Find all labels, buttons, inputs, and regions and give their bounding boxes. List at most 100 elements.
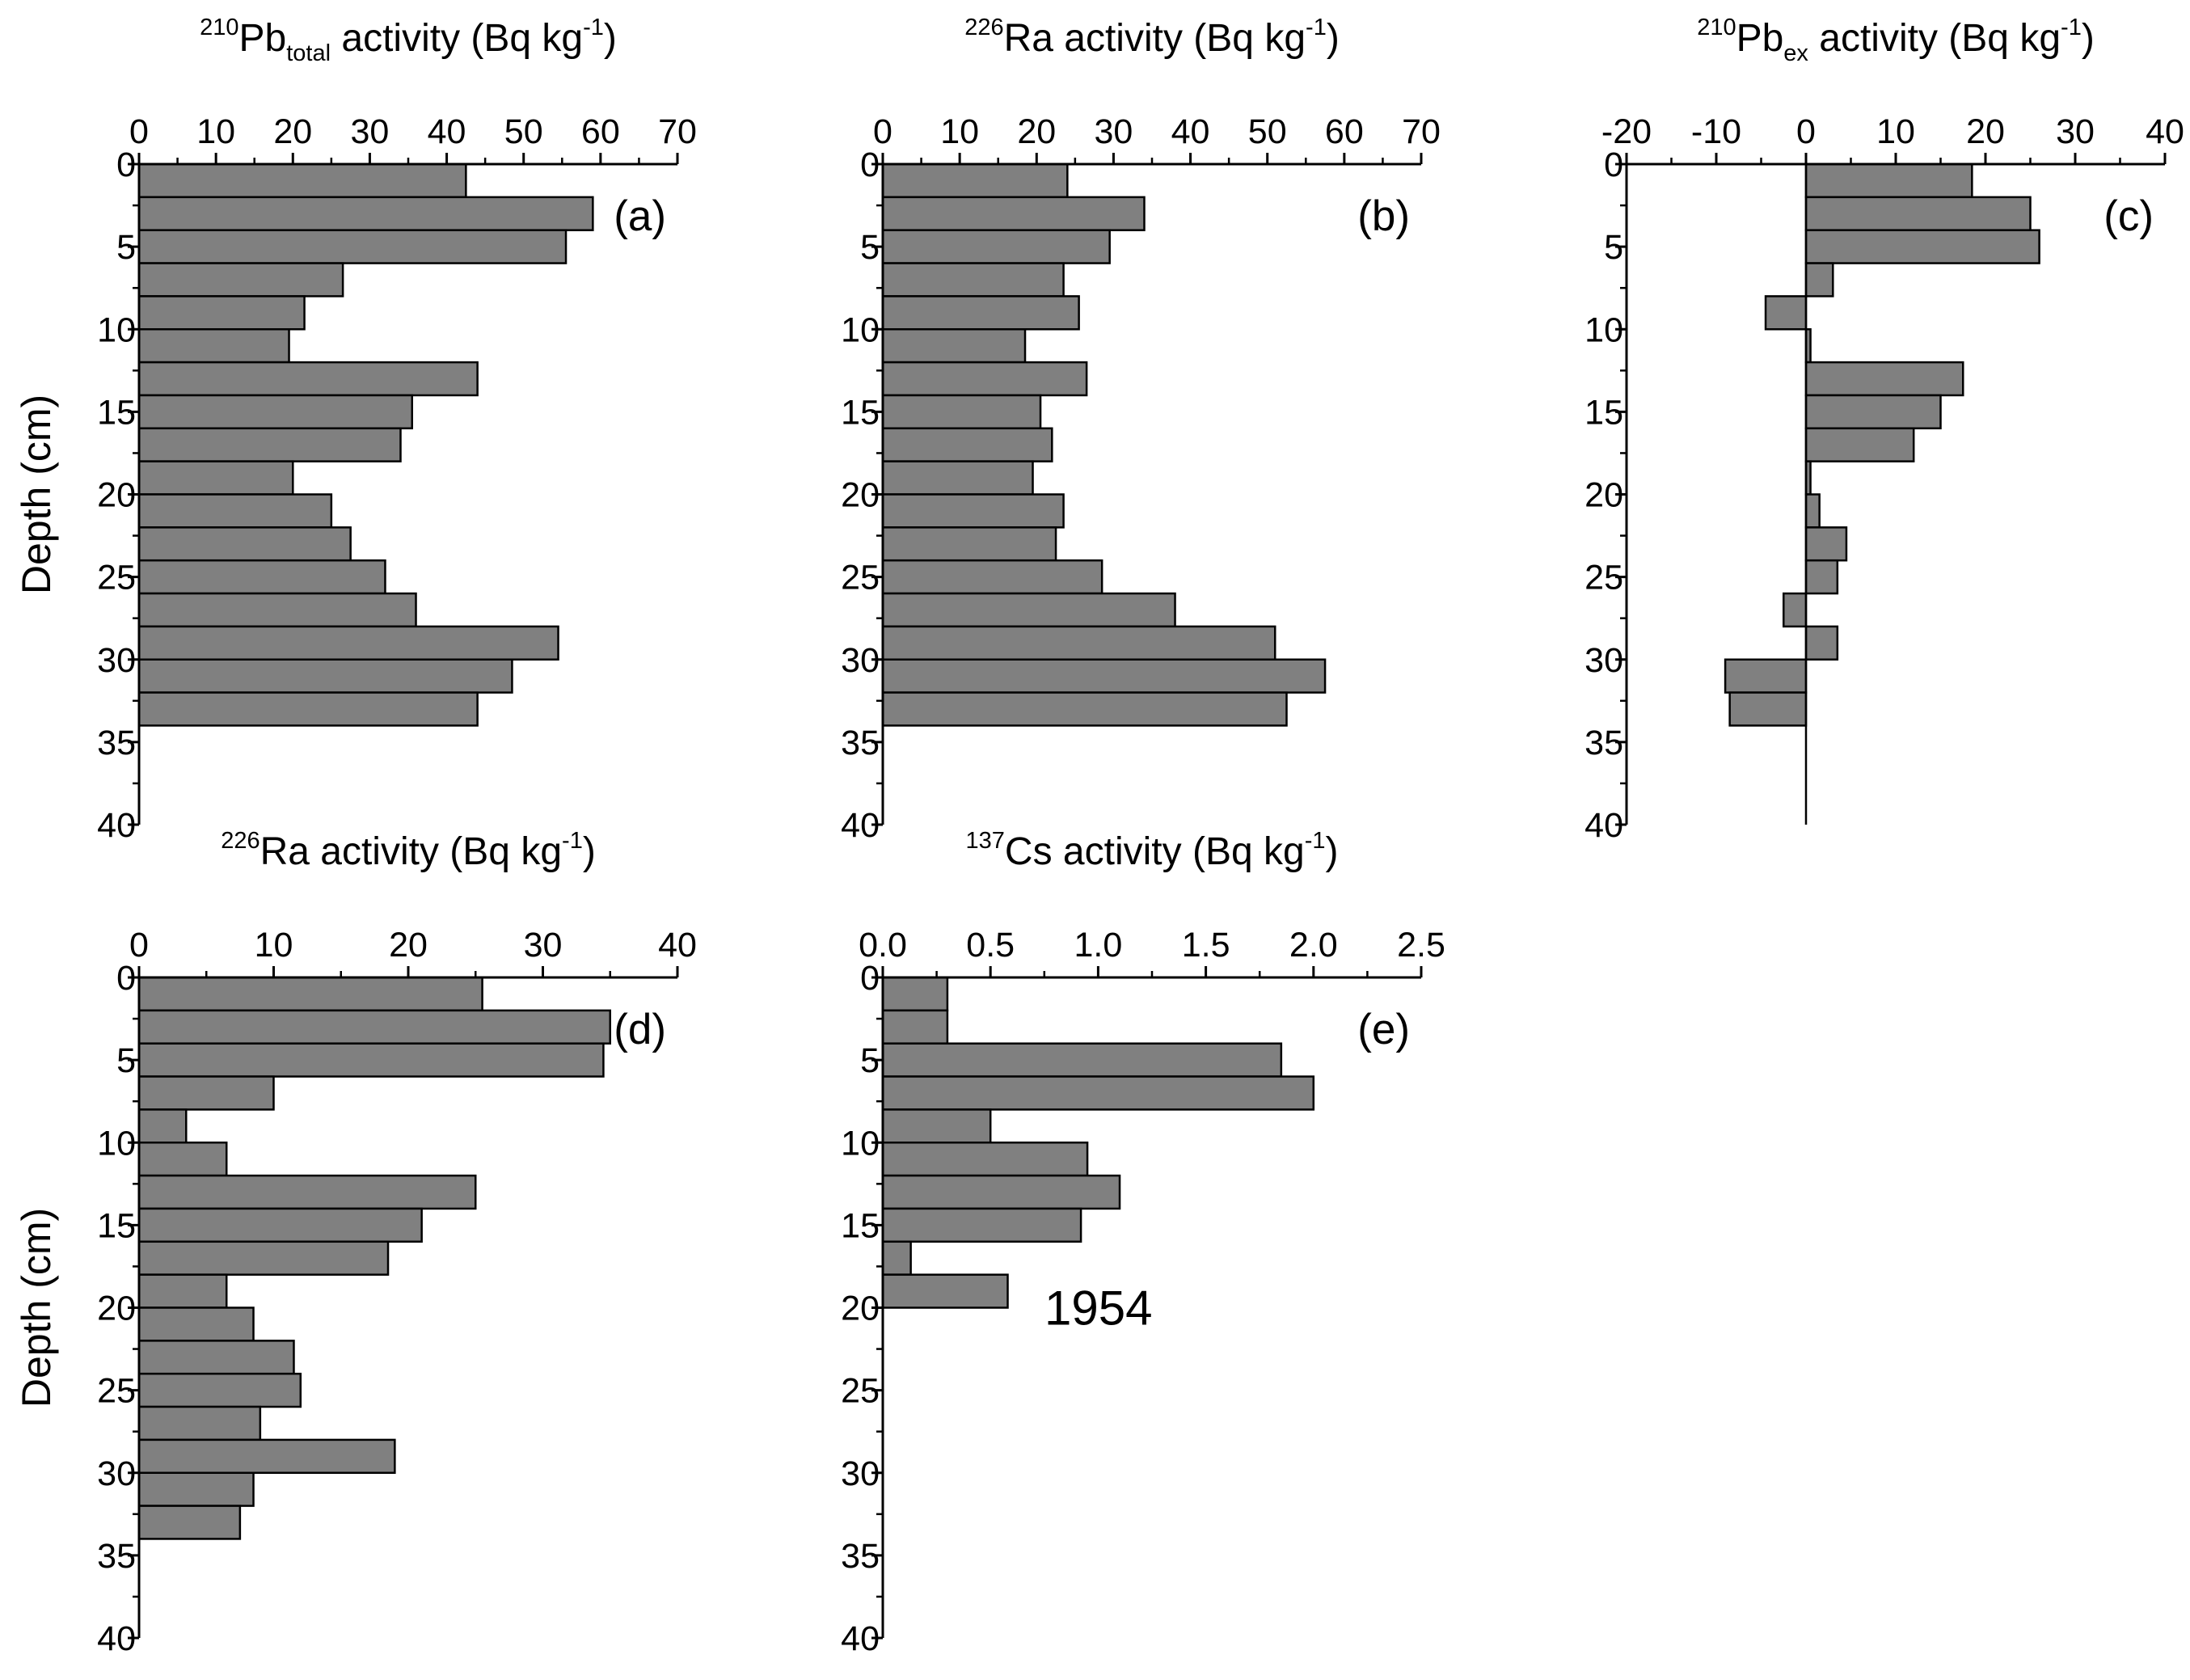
bar (137, 526, 352, 562)
y-tick-label: 5 (860, 228, 880, 267)
x-axis-title: 226Ra activity (Bq kg-1) (964, 15, 1340, 60)
y-tick-label: 15 (97, 1206, 136, 1245)
bar (137, 592, 417, 628)
bar (881, 526, 1057, 562)
x-tick-label: 0 (873, 112, 892, 151)
bar (1804, 493, 1821, 529)
x-tick-label: 40 (428, 112, 466, 151)
x-tick-label: 60 (581, 112, 620, 151)
bar (137, 394, 414, 430)
bar (1804, 229, 2040, 264)
bar (881, 1273, 1009, 1309)
x-tick-label: 40 (658, 926, 697, 965)
x-tick-label: 20 (1966, 112, 2005, 151)
year-annotation: 1954 (1044, 1281, 1152, 1336)
x-tick-label: 30 (524, 926, 563, 965)
bar (881, 625, 1276, 661)
bar (881, 196, 1146, 231)
x-tick-label: 50 (504, 112, 543, 151)
y-tick-label: 30 (97, 1454, 136, 1493)
y-tick-label: 25 (97, 1372, 136, 1411)
y-tick-label: 30 (841, 1454, 880, 1493)
bar (137, 976, 483, 1012)
chart-panel-a: 0 10 20 30 40 50 60 70 0 5 10 15 20 25 30 35 40 210Pbtota… (14, 15, 697, 845)
y-tick-label: 35 (841, 724, 880, 762)
bar (881, 592, 1176, 628)
bar (881, 1142, 1089, 1177)
x-axis-title: 210Pbtotal activity (Bq kg-1) (200, 15, 617, 66)
x-axis-title: 137Cs activity (Bq kg-1) (966, 828, 1339, 873)
panel-label: (e) (1357, 1006, 1410, 1053)
x-tick-label: 30 (2056, 112, 2095, 151)
bar (137, 1405, 262, 1442)
bar (881, 460, 1034, 496)
bar (881, 1075, 1315, 1111)
y-tick-label: 10 (97, 1124, 136, 1163)
y-tick-label: 10 (1584, 310, 1623, 349)
y-tick-label: 15 (1584, 393, 1623, 432)
x-tick-label: 0 (129, 112, 149, 151)
y-tick-label: 25 (1584, 559, 1623, 597)
bar (137, 1009, 611, 1045)
y-tick-label: 30 (841, 641, 880, 680)
bar (1804, 526, 1848, 562)
bar (1804, 427, 1915, 462)
bar (881, 163, 1069, 199)
bar (881, 394, 1042, 430)
x-tick-label: 10 (255, 926, 293, 965)
y-tick-label: 0 (860, 959, 880, 998)
y-tick-label: 5 (1604, 228, 1623, 267)
y-tick-label: 25 (97, 559, 136, 597)
bar (881, 1174, 1121, 1210)
y-tick-label: 10 (841, 1124, 880, 1163)
y-tick-label: 15 (841, 1206, 880, 1245)
y-tick-label: 15 (841, 393, 880, 432)
bar (137, 691, 479, 727)
bar (137, 1108, 188, 1144)
x-axis-title: 226Ra activity (Bq kg-1) (221, 828, 596, 873)
y-tick-label: 20 (841, 1290, 880, 1328)
bar (1783, 592, 1808, 628)
chart-panel-c: -20 -10 0 10 20 30 40 0 5 10 15 20 25 30 35 40 210Pbex a… (1584, 15, 2184, 845)
y-tick-label: 0 (116, 146, 136, 184)
x-tick-label: 10 (196, 112, 235, 151)
bar (1804, 625, 1839, 661)
bar (1804, 361, 1964, 397)
bar (137, 1340, 295, 1375)
bar (881, 1207, 1082, 1243)
y-axis-title: Depth (cm) (14, 1208, 59, 1408)
bar (137, 1174, 477, 1210)
bar (137, 1372, 302, 1408)
x-tick-label: 40 (1171, 112, 1210, 151)
bar (137, 1471, 255, 1507)
bar (137, 262, 344, 298)
x-tick-label: 30 (351, 112, 390, 151)
y-tick-label: 40 (97, 806, 136, 845)
y-tick-label: 25 (841, 559, 880, 597)
panel-label: (a) (614, 192, 666, 240)
bar (137, 1273, 228, 1309)
y-axis-title: Depth (cm) (14, 395, 59, 594)
y-tick-label: 20 (841, 476, 880, 515)
bar (881, 691, 1288, 727)
x-tick-label: 20 (389, 926, 428, 965)
x-tick-label: 20 (1017, 112, 1056, 151)
x-tick-label: 60 (1325, 112, 1364, 151)
y-tick-label: 5 (860, 1041, 880, 1080)
y-tick-label: 20 (1584, 476, 1623, 515)
y-tick-label: 0 (116, 959, 136, 998)
y-tick-label: 30 (1584, 641, 1623, 680)
bar (137, 1075, 275, 1111)
y-tick-label: 10 (841, 310, 880, 349)
y-tick-label: 15 (97, 393, 136, 432)
y-tick-label: 40 (841, 1619, 880, 1658)
bar (137, 1240, 390, 1276)
y-tick-label: 25 (841, 1372, 880, 1411)
bar (881, 1009, 949, 1045)
y-tick-label: 0 (860, 146, 880, 184)
x-tick-label: -10 (1691, 112, 1741, 151)
bar (1728, 691, 1808, 727)
x-tick-label: 70 (658, 112, 697, 151)
bar (881, 1042, 1283, 1078)
y-tick-label: 20 (97, 476, 136, 515)
